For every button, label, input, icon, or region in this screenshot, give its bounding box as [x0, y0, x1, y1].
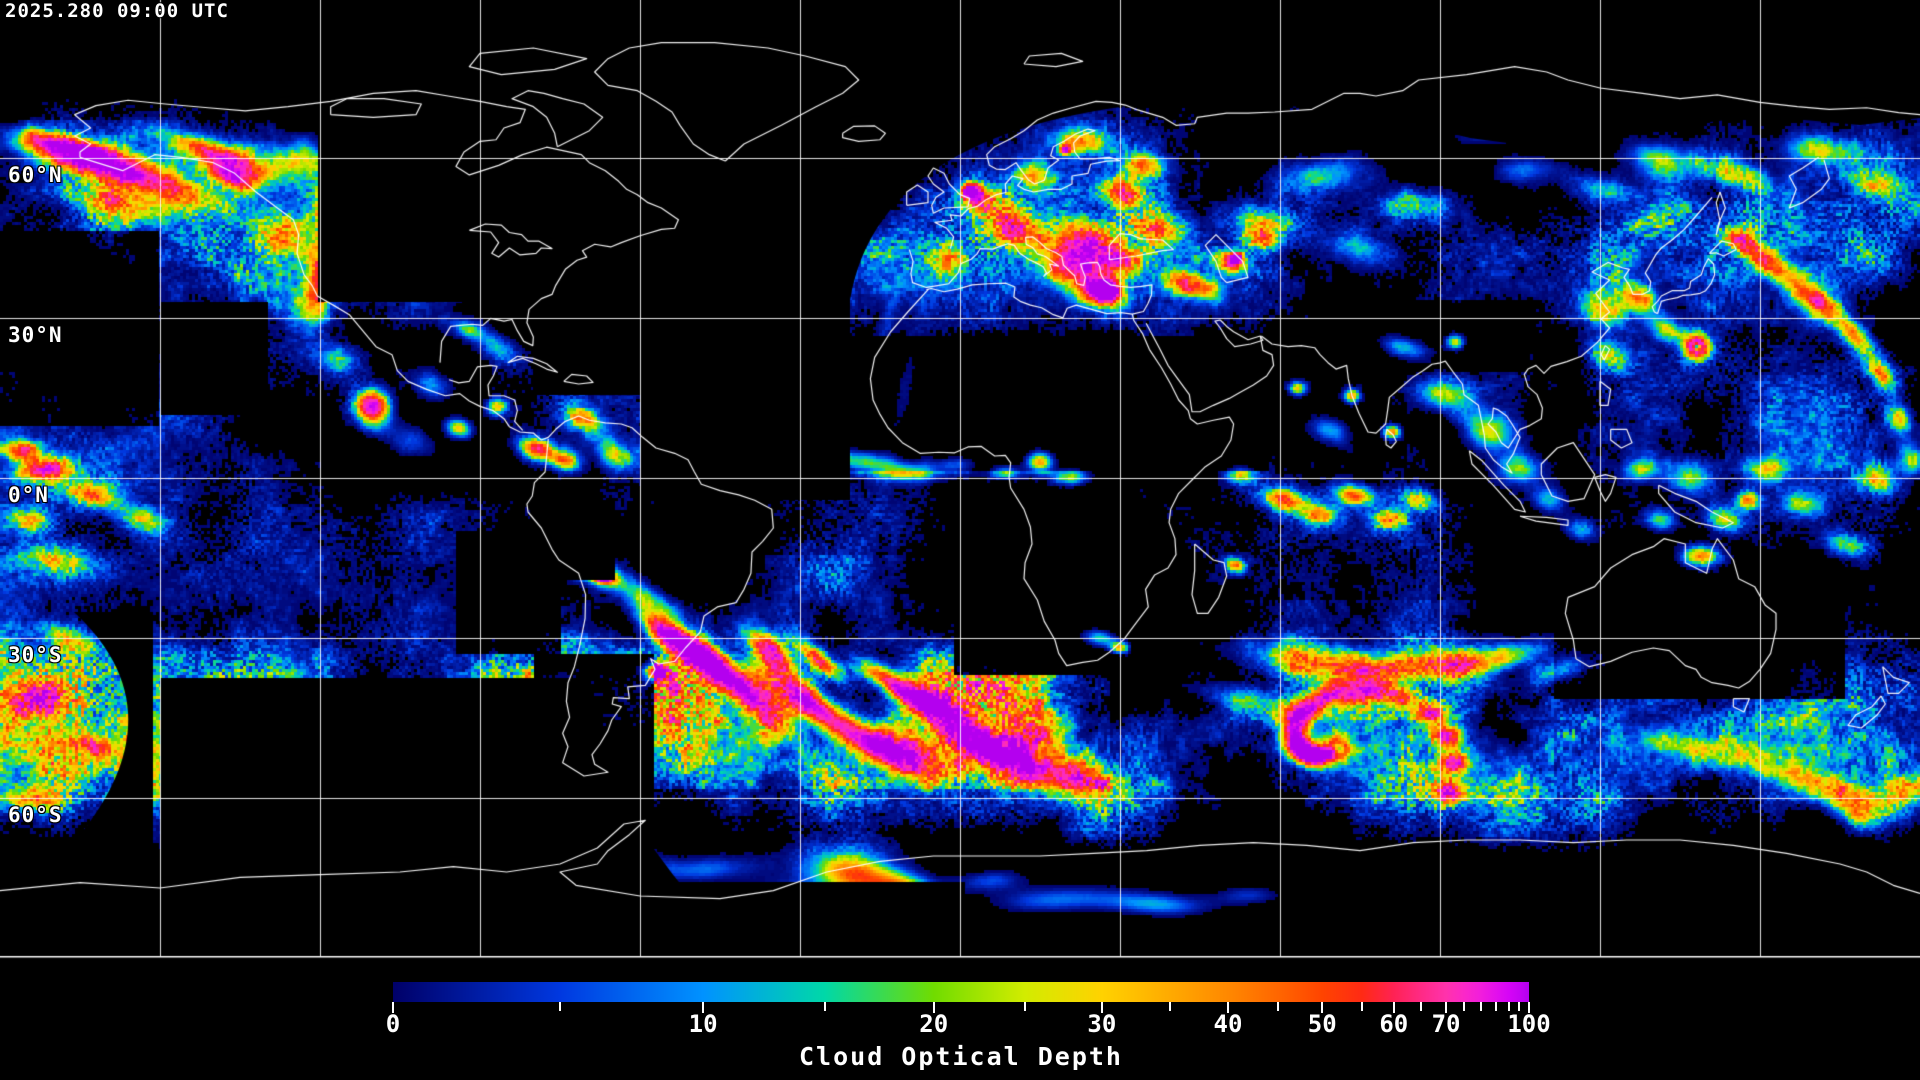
colorbar-tick-label-30: 30 [1087, 1010, 1117, 1038]
colorbar-tick-25 [1023, 1002, 1026, 1011]
colorbar-tick-15 [823, 1002, 826, 1011]
lat-label-60S: 60°S [8, 803, 63, 827]
colorbar-tick-35 [1169, 1002, 1172, 1011]
colorbar-tick-label-10: 10 [688, 1010, 718, 1038]
colorbar-tick-40 [1226, 1002, 1229, 1013]
colorbar-tick-label-60: 60 [1379, 1010, 1409, 1038]
colorbar-tick-label-70: 70 [1431, 1010, 1461, 1038]
lat-label-30S: 30°S [8, 643, 63, 667]
colorbar-tick-label-50: 50 [1307, 1010, 1337, 1038]
colorbar-tick-75 [1463, 1002, 1466, 1011]
colorbar-tick-80 [1480, 1002, 1483, 1011]
timestamp: 2025.280 09:00 UTC [5, 0, 229, 22]
colorbar-tick-60 [1392, 1002, 1395, 1013]
colorbar-tick-30 [1100, 1002, 1103, 1013]
colorbar-tick-5 [558, 1002, 561, 1011]
colorbar-tick-50 [1321, 1002, 1324, 1013]
colorbar-tick-65 [1420, 1002, 1423, 1011]
colorbar-title: Cloud Optical Depth [799, 1042, 1123, 1071]
colorbar-tick-label-100: 100 [1507, 1010, 1551, 1038]
colorbar-tick-70 [1445, 1002, 1448, 1013]
colorbar-tick-95 [1517, 1002, 1520, 1011]
colorbar-gradient [393, 982, 1529, 1002]
lat-label-0N: 0°N [8, 483, 49, 507]
colorbar-tick-label-20: 20 [919, 1010, 949, 1038]
colorbar-tick-45 [1276, 1002, 1279, 1011]
colorbar-tick-85 [1495, 1002, 1498, 1011]
colorbar-tick-label-40: 40 [1213, 1010, 1243, 1038]
colorbar-tick-label-0: 0 [385, 1010, 401, 1038]
colorbar-tick-55 [1361, 1002, 1363, 1011]
colorbar-tick-0 [392, 1002, 394, 1013]
colorbar-tick-100 [1528, 1002, 1530, 1013]
lat-label-30N: 30°N [8, 323, 63, 347]
world-cloud-optical-depth-map [0, 0, 1920, 960]
colorbar-tick-20 [932, 1002, 935, 1013]
colorbar [393, 982, 1529, 1002]
colorbar-tick-10 [702, 1002, 705, 1013]
colorbar-tick-90 [1507, 1002, 1510, 1011]
lat-label-60N: 60°N [8, 163, 63, 187]
